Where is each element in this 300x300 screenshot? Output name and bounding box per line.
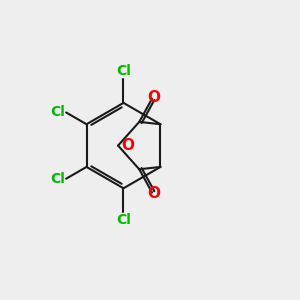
Text: Cl: Cl xyxy=(50,106,65,119)
Text: O: O xyxy=(122,138,135,153)
Text: Cl: Cl xyxy=(50,172,65,186)
Text: O: O xyxy=(147,90,160,105)
Text: Cl: Cl xyxy=(116,64,131,78)
Text: O: O xyxy=(147,187,160,202)
Text: Cl: Cl xyxy=(116,213,131,227)
